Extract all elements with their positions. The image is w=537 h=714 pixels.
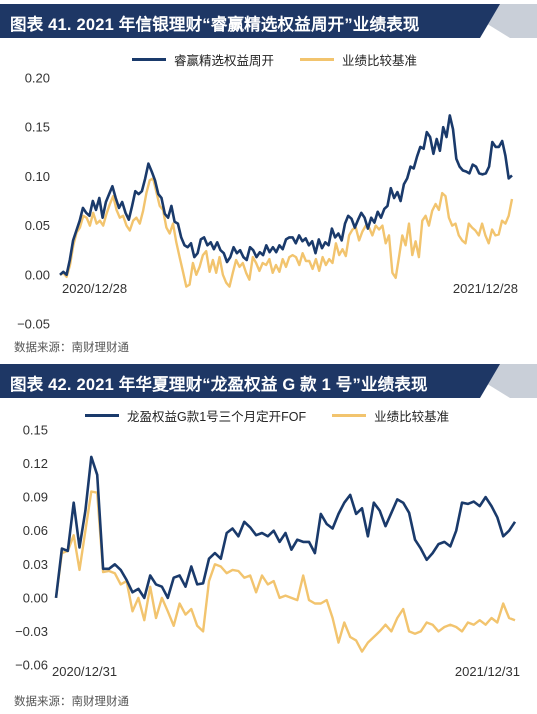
chart-42-benchmark-line xyxy=(54,490,516,653)
chart-42-legend-benchmark-swatch xyxy=(332,414,367,417)
chart-41-legend-benchmark: 业绩比较基准 xyxy=(300,50,417,69)
chart-41-date-start: 2020/12/28 xyxy=(62,281,127,296)
chart-41-ytick-label: 0.15 xyxy=(25,120,50,135)
chart-42-source: 数据来源：南财理财通 xyxy=(14,696,129,708)
chart-42-ytick-label: −0.06 xyxy=(15,658,48,673)
chart-41-benchmark-line xyxy=(59,177,514,288)
chart-41-date-end: 2021/12/28 xyxy=(453,281,518,296)
chart-42-ytick-label: −0.03 xyxy=(15,624,48,639)
chart-42-ytick-label: 0.06 xyxy=(23,523,48,538)
chart-42-ytick-label: 0.03 xyxy=(23,557,48,572)
chart-42-legend-fund-label: 龙盈权益G款1号三个月定开FOF xyxy=(127,410,307,424)
chart-41-header: 图表 41. 2021 年信银理财“睿赢精选权益周开”业绩表现 xyxy=(0,4,537,38)
chart-42-legend: 龙盈权益G款1号三个月定开FOF 业绩比较基准 xyxy=(85,406,475,425)
chart-42-legend-fund: 龙盈权益G款1号三个月定开FOF xyxy=(85,406,306,425)
chart-42-date-end: 2021/12/31 xyxy=(455,664,520,679)
chart-41-header-bar xyxy=(0,4,537,38)
chart-41-legend-fund: 睿赢精选权益周开 xyxy=(132,50,274,69)
chart-42-ytick-label: 0.00 xyxy=(23,590,48,605)
chart-41-fund-line xyxy=(59,114,513,277)
chart-41-legend-fund-label: 睿赢精选权益周开 xyxy=(174,54,275,68)
chart-41-ytick-label: 0.10 xyxy=(25,169,50,184)
chart-42-header: 图表 42. 2021 年华夏理财“龙盈权益 G 款 1 号”业绩表现 xyxy=(0,364,537,398)
chart-41-header-bg xyxy=(0,4,500,38)
chart-42-header-bar xyxy=(0,364,537,398)
chart-41-source: 数据来源：南财理财通 xyxy=(14,342,129,354)
chart-42-ytick-label: 0.15 xyxy=(23,423,48,438)
chart-42-plot: 0.15 0.12 0.09 0.06 0.03 0.00 −0.03 −0.06 2020/1… xyxy=(15,423,520,680)
chart-42-header-bg xyxy=(0,364,500,398)
chart-41-legend-benchmark-swatch xyxy=(300,58,335,61)
chart-41-ytick-label: 0.20 xyxy=(25,71,50,86)
chart-42-date-start: 2020/12/31 xyxy=(52,664,117,679)
chart-41-legend-benchmark-label: 业绩比较基准 xyxy=(342,54,418,68)
chart-42-legend-fund-swatch xyxy=(85,414,119,417)
chart-42-legend-benchmark-label: 业绩比较基准 xyxy=(374,410,450,424)
chart-42-title: 图表 42. 2021 年华夏理财“龙盈权益 G 款 1 号”业绩表现 xyxy=(10,376,428,394)
chart-41-legend-fund-swatch xyxy=(132,58,166,61)
chart-41-plot: 0.20 0.15 0.10 0.05 0.00 −0.05 2020/12/28 2021/… xyxy=(17,71,518,332)
chart-42-fund-line xyxy=(54,455,517,600)
chart-42-ytick-label: 0.12 xyxy=(23,456,48,471)
chart-41-ytick-label: 0.05 xyxy=(25,218,50,233)
chart-41-title: 图表 41. 2021 年信银理财“睿赢精选权益周开”业绩表现 xyxy=(10,16,420,34)
chart-41-ytick-label: 0.00 xyxy=(25,267,50,282)
chart-42-ytick-label: 0.09 xyxy=(23,490,48,505)
chart-42-legend-benchmark: 业绩比较基准 xyxy=(332,406,449,425)
chart-41-ytick-label: −0.05 xyxy=(17,317,50,332)
chart-41-legend: 睿赢精选权益周开 业绩比较基准 xyxy=(132,50,443,69)
